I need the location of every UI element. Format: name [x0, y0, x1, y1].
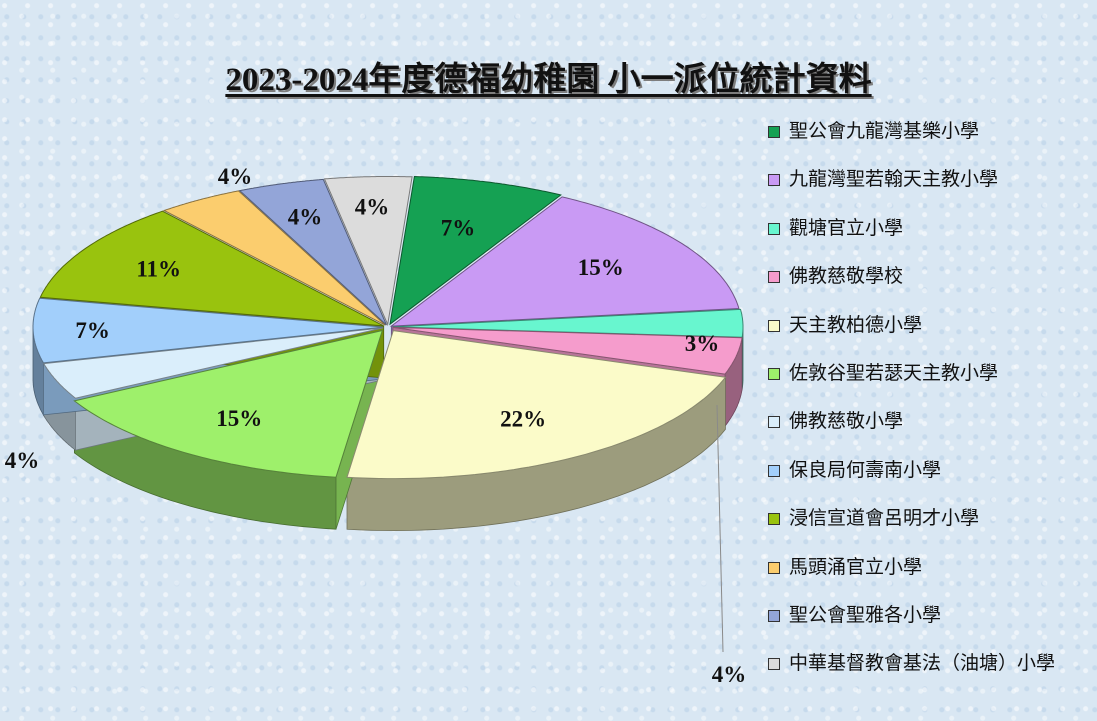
data-label-6: 4%	[5, 448, 40, 473]
data-label-1: 15%	[578, 255, 624, 280]
data-label-5: 15%	[216, 406, 262, 431]
pie-slice-10	[238, 178, 387, 326]
pie-slice-7	[32, 297, 384, 364]
pie-slice-5	[73, 329, 384, 478]
chart-legend: 聖公會九龍灣基樂小學 九龍灣聖若翰天主教小學 觀塘官立小學 佛教慈敬學校 天主教柏德小學…	[768, 117, 1088, 698]
data-label-11: 4%	[355, 194, 390, 219]
legend-label: 天主教柏德小學	[789, 313, 923, 336]
data-label-3: 4%	[712, 662, 747, 687]
legend-swatch	[768, 367, 780, 380]
pie-slice-6	[42, 327, 384, 399]
legend-item: 中華基督教會基法（油塘）小學	[768, 649, 1088, 697]
legend-item: 馬頭涌官立小學	[768, 553, 1088, 601]
legend-item: 聖公會聖雅各小學	[768, 601, 1088, 649]
legend-label: 聖公會九龍灣基樂小學	[789, 120, 980, 142]
chart-title: 2023-2024年度德福幼稚園 小一派位統計資料	[225, 62, 872, 98]
legend-swatch	[768, 126, 780, 138]
pie-slice-1	[389, 196, 740, 327]
legend-swatch	[768, 174, 780, 187]
legend-swatch	[768, 464, 780, 477]
legend-swatch	[768, 658, 780, 671]
pie-slice-11	[323, 176, 413, 327]
legend-label: 聖公會聖雅各小學	[789, 603, 942, 626]
leader-line	[716, 404, 724, 653]
pie-tops	[32, 175, 744, 480]
legend-label: 浸信宣道會呂明才小學	[789, 507, 980, 530]
pie-slice-2	[392, 308, 744, 338]
legend-label: 保良局何壽南小學	[789, 458, 942, 481]
data-label-0: 7%	[441, 216, 476, 241]
legend-item: 聖公會九龍灣基樂小學	[768, 117, 1088, 165]
data-label-8: 11%	[136, 257, 181, 282]
legend-item: 浸信宣道會呂明才小學	[768, 504, 1088, 552]
legend-swatch	[768, 513, 780, 526]
data-label-4: 22%	[500, 406, 546, 431]
legend-item: 觀塘官立小學	[768, 214, 1088, 262]
data-label-10: 4%	[288, 204, 323, 229]
data-label-9: 4%	[218, 164, 253, 189]
legend-label: 佛教慈敬學校	[789, 265, 904, 288]
legend-swatch	[768, 319, 780, 332]
legend-swatch	[768, 609, 780, 622]
legend-swatch	[768, 271, 780, 284]
pie-slice-3	[392, 326, 743, 375]
legend-item: 佛教慈敬學校	[768, 262, 1088, 310]
legend-item: 保良局何壽南小學	[768, 456, 1088, 504]
pie-labels: 7% 15% 3% 4% 22% 15% 4% 7% 11% 4% 4% 4%	[5, 164, 747, 687]
legend-swatch	[768, 416, 780, 429]
data-label-2: 3%	[685, 331, 720, 356]
legend-swatch	[768, 561, 780, 574]
legend-swatch	[768, 222, 780, 235]
pie-slice-9	[162, 190, 386, 326]
legend-item: 佛教慈敬小學	[768, 407, 1088, 455]
data-label-7: 7%	[75, 318, 110, 343]
legend-label: 佛教慈敬小學	[789, 410, 904, 433]
legend-item: 佐敦谷聖若瑟天主教小學	[768, 359, 1088, 407]
legend-item: 九龍灣聖若翰天主教小學	[768, 165, 1088, 213]
pie-slice-8	[39, 210, 384, 327]
legend-label: 九龍灣聖若翰天主教小學	[789, 168, 999, 191]
legend-item: 天主教柏德小學	[768, 311, 1088, 359]
legend-label: 佐敦谷聖若瑟天主教小學	[789, 361, 999, 384]
legend-label: 中華基督教會基法（油塘）小學	[789, 652, 1056, 675]
pie-slice-4	[346, 330, 727, 480]
legend-label: 馬頭涌官立小學	[789, 555, 923, 578]
pie-slice-0	[389, 175, 562, 326]
legend-label: 觀塘官立小學	[789, 216, 904, 239]
